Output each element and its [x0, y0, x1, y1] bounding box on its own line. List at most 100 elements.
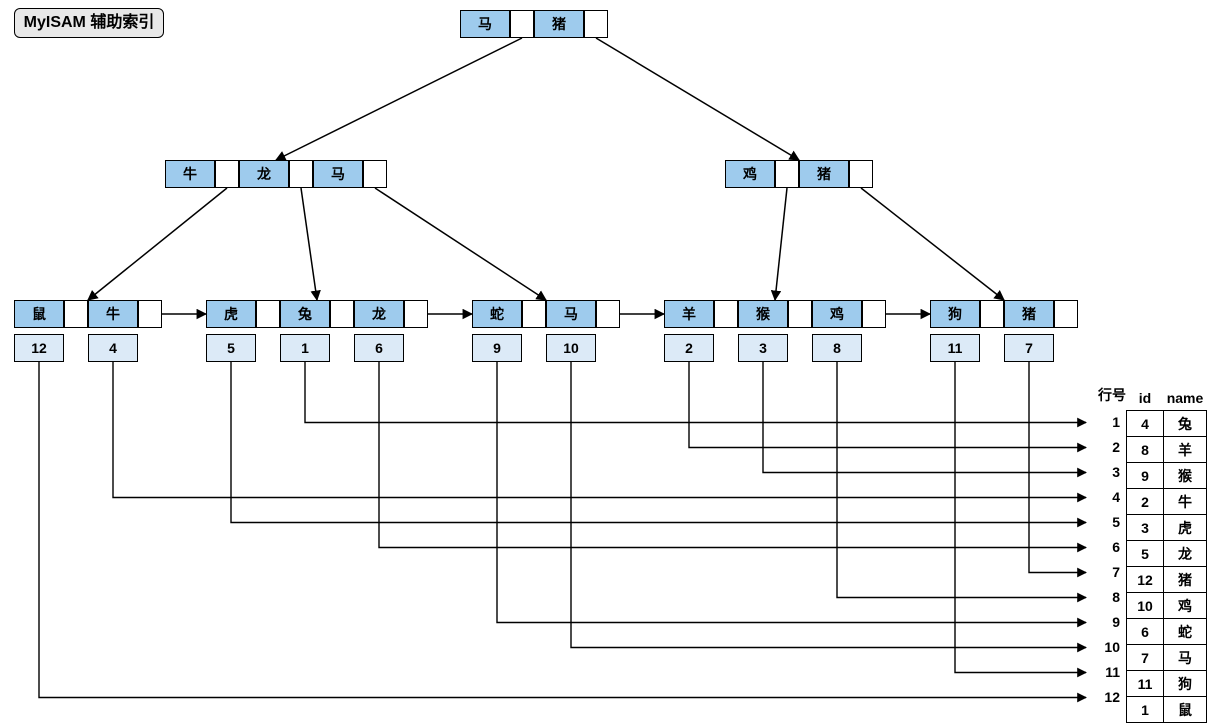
leaf-0-key-1: 牛 — [88, 300, 138, 328]
leaf-node-4: 狗 11 猪 7 — [930, 300, 1078, 362]
table-cell-name: 虎 — [1164, 515, 1207, 541]
leaf-0-ptr-1 — [138, 300, 162, 328]
leaf-1-val-2: 6 — [354, 334, 404, 362]
table-cell-id: 4 — [1127, 411, 1164, 437]
leaf-3-key-1: 猴 — [738, 300, 788, 328]
leaf-4-ptr-1 — [1054, 300, 1078, 328]
leaf-3-key-2: 鸡 — [812, 300, 862, 328]
row-number: 3 — [1090, 460, 1120, 485]
table-cell-id: 7 — [1127, 645, 1164, 671]
table-row: 11狗 — [1127, 671, 1207, 697]
row-number: 10 — [1090, 635, 1120, 660]
row-number: 8 — [1090, 585, 1120, 610]
table-row: 4兔 — [1127, 411, 1207, 437]
table-cell-name: 狗 — [1164, 671, 1207, 697]
row-number: 2 — [1090, 435, 1120, 460]
root-key-0: 马 — [460, 10, 510, 38]
data-table-grid: idname4兔8羊9猴2牛3虎5龙12猪10鸡6蛇7马11狗1鼠 — [1126, 385, 1207, 723]
table-row: 7马 — [1127, 645, 1207, 671]
row-number: 11 — [1090, 660, 1120, 685]
leaf-node-1: 虎5兔1龙6 — [206, 300, 428, 362]
row-number: 4 — [1090, 485, 1120, 510]
leaf-4-key-0: 狗 — [930, 300, 980, 328]
table-cell-id: 3 — [1127, 515, 1164, 541]
row-number-header: 行号 — [1088, 385, 1126, 405]
leaf-4-val-0: 11 — [930, 334, 980, 362]
table-cell-name: 兔 — [1164, 411, 1207, 437]
leaf-2-val-1: 10 — [546, 334, 596, 362]
leaf-2-col-1: 马 10 — [546, 300, 620, 362]
leaf-node-3: 羊2猴3鸡8 — [664, 300, 886, 362]
internal.0-ptr-0 — [215, 160, 239, 188]
table-cell-name: 牛 — [1164, 489, 1207, 515]
table-cell-id: 12 — [1127, 567, 1164, 593]
leaf-1-val-0: 5 — [206, 334, 256, 362]
leaf-1-ptr-1 — [330, 300, 354, 328]
table-header-id: id — [1127, 385, 1164, 411]
table-cell-id: 11 — [1127, 671, 1164, 697]
table-header-name: name — [1164, 385, 1207, 411]
leaf-0-ptr-0 — [64, 300, 88, 328]
leaf-2-ptr-1 — [596, 300, 620, 328]
leaf-4-key-1: 猪 — [1004, 300, 1054, 328]
root-key-1: 猪 — [534, 10, 584, 38]
leaf-4-val-1: 7 — [1004, 334, 1054, 362]
leaf-4-col-0: 狗 11 — [930, 300, 1004, 362]
leaf-2-ptr-0 — [522, 300, 546, 328]
table-row: 6蛇 — [1127, 619, 1207, 645]
table-cell-name: 马 — [1164, 645, 1207, 671]
leaf-1-ptr-0 — [256, 300, 280, 328]
leaf-3-col-1: 猴3 — [738, 300, 812, 362]
internal.0-key-2: 马 — [313, 160, 363, 188]
table-cell-name: 羊 — [1164, 437, 1207, 463]
internal.1-ptr-0 — [775, 160, 799, 188]
leaf-1-col-1: 兔1 — [280, 300, 354, 362]
leaf-1-key-1: 兔 — [280, 300, 330, 328]
leaf-1-col-0: 虎5 — [206, 300, 280, 362]
root-ptr-1 — [584, 10, 608, 38]
leaf-0-val-0: 12 — [14, 334, 64, 362]
leaf-0-col-0: 鼠 12 — [14, 300, 88, 362]
internal.0-key-0: 牛 — [165, 160, 215, 188]
table-cell-id: 9 — [1127, 463, 1164, 489]
table-cell-id: 2 — [1127, 489, 1164, 515]
leaf-1-key-0: 虎 — [206, 300, 256, 328]
internal.1: 鸡猪 — [725, 160, 873, 188]
leaf-2-val-0: 9 — [472, 334, 522, 362]
leaf-0-key-0: 鼠 — [14, 300, 64, 328]
row-number: 9 — [1090, 610, 1120, 635]
row-number: 7 — [1090, 560, 1120, 585]
leaf-1-val-1: 1 — [280, 334, 330, 362]
table-row: 3虎 — [1127, 515, 1207, 541]
table-cell-id: 5 — [1127, 541, 1164, 567]
internal.0-ptr-2 — [363, 160, 387, 188]
leaf-3-ptr-2 — [862, 300, 886, 328]
leaf-1-key-2: 龙 — [354, 300, 404, 328]
diagram-title: MyISAM 辅助索引 — [14, 8, 164, 38]
internal.0-ptr-1 — [289, 160, 313, 188]
leaf-node-0: 鼠12牛4 — [14, 300, 162, 362]
leaf-3-val-1: 3 — [738, 334, 788, 362]
leaf-1-ptr-2 — [404, 300, 428, 328]
leaf-3-val-0: 2 — [664, 334, 714, 362]
table-row: 10鸡 — [1127, 593, 1207, 619]
leaf-1-col-2: 龙6 — [354, 300, 428, 362]
internal.1-key-0: 鸡 — [725, 160, 775, 188]
table-cell-id: 10 — [1127, 593, 1164, 619]
leaf-3-ptr-0 — [714, 300, 738, 328]
internal.0-key-1: 龙 — [239, 160, 289, 188]
root: 马猪 — [460, 10, 608, 38]
leaf-2-col-0: 蛇9 — [472, 300, 546, 362]
table-row: 9猴 — [1127, 463, 1207, 489]
table-cell-id: 8 — [1127, 437, 1164, 463]
table-cell-id: 6 — [1127, 619, 1164, 645]
row-number: 6 — [1090, 535, 1120, 560]
internal.0: 牛龙马 — [165, 160, 387, 188]
leaf-2-key-1: 马 — [546, 300, 596, 328]
table-cell-name: 蛇 — [1164, 619, 1207, 645]
leaf-3-key-0: 羊 — [664, 300, 714, 328]
table-row: 12猪 — [1127, 567, 1207, 593]
table-row: 2牛 — [1127, 489, 1207, 515]
table-cell-name: 猪 — [1164, 567, 1207, 593]
row-number: 1 — [1090, 410, 1120, 435]
